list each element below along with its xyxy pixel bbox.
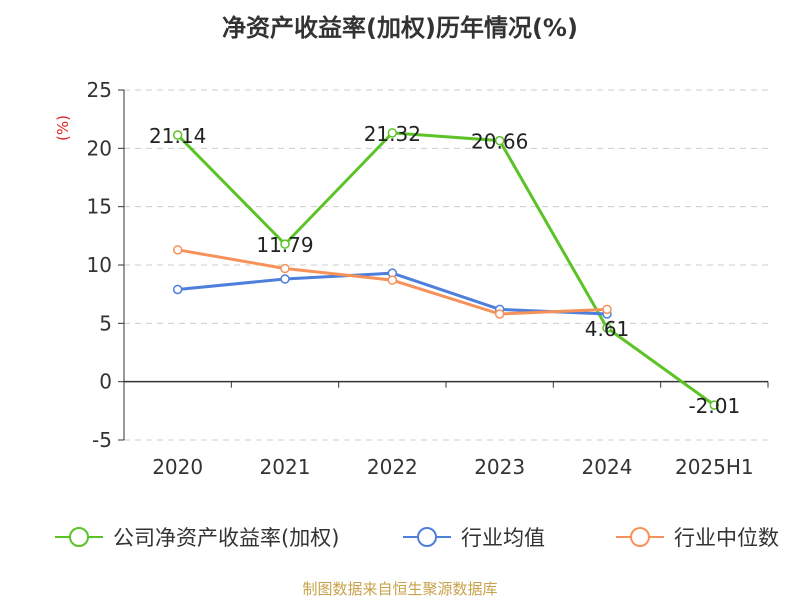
legend-item[interactable]: 行业均值 <box>403 526 545 550</box>
data-point <box>172 284 183 295</box>
axes: -5 0 5 10 15 20 25 2020 2021 2022 2023 2024 2025H1 <box>87 78 769 479</box>
data-point <box>280 274 290 284</box>
source-note: 制图数据来自恒生聚源数据库 <box>302 580 498 598</box>
legend-label: 公司净资产收益率(加权) <box>113 526 339 550</box>
legend-label: 行业均值 <box>461 526 545 550</box>
data-label: 11.79 <box>256 233 313 257</box>
series <box>172 128 720 410</box>
data-point <box>602 304 612 315</box>
data-point <box>387 275 398 285</box>
legend-item[interactable]: 公司净资产收益率(加权) <box>55 526 339 550</box>
data-label: 21.14 <box>149 124 206 148</box>
data-point <box>280 263 290 274</box>
x-tick-label: 2021 <box>260 455 311 479</box>
data-point <box>602 323 612 333</box>
data-point <box>494 309 505 319</box>
series-line <box>176 131 716 407</box>
y-axis-label: (%) <box>54 115 72 141</box>
y-tick-label: 15 <box>87 195 112 219</box>
y-tick-label: -5 <box>92 428 112 452</box>
data-point <box>709 400 720 410</box>
legend-swatch-marker <box>630 527 650 547</box>
y-tick-label: 0 <box>99 370 112 394</box>
x-tick-label: 2020 <box>152 455 203 479</box>
grid-lines <box>124 89 768 441</box>
x-tick-label: 2022 <box>367 455 418 479</box>
data-label: 4.61 <box>585 317 630 341</box>
data-label: -2.01 <box>688 394 740 418</box>
y-tick-label: 20 <box>87 136 112 160</box>
data-label: 20.66 <box>471 130 528 154</box>
data-point <box>280 239 290 249</box>
legend-label: 行业中位数 <box>674 526 779 550</box>
y-tick-label: 25 <box>87 78 112 102</box>
data-label: 21.32 <box>364 122 421 146</box>
legend[interactable]: 公司净资产收益率(加权) 行业均值 行业中位数 <box>55 526 779 550</box>
x-tick-label: 2025H1 <box>675 455 754 479</box>
legend-item[interactable]: 行业中位数 <box>616 526 779 550</box>
data-labels: 21.14 11.79 21.32 20.66 4.61 -2.01 <box>149 122 740 418</box>
x-tick-label: 2024 <box>582 455 633 479</box>
data-point <box>172 245 183 255</box>
x-tick-label: 2023 <box>474 455 525 479</box>
y-tick-label: 10 <box>87 253 112 277</box>
y-tick-label: 5 <box>99 311 112 335</box>
legend-swatch-marker <box>69 527 89 547</box>
data-point <box>387 128 398 138</box>
data-point <box>172 130 183 140</box>
chart-title: 净资产收益率(加权)历年情况(%) <box>222 14 578 42</box>
legend-swatch-marker <box>417 527 437 547</box>
data-point <box>494 135 505 146</box>
